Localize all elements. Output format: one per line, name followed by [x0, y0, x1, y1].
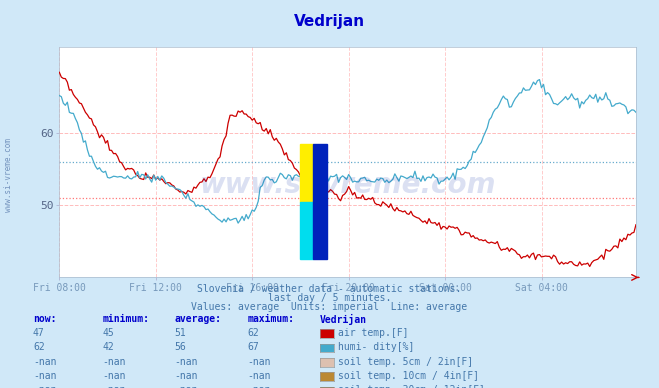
Text: 47: 47 [33, 328, 45, 338]
Text: Values: average  Units: imperial  Line: average: Values: average Units: imperial Line: av… [191, 302, 468, 312]
Text: Slovenia / weather data - automatic stations.: Slovenia / weather data - automatic stat… [197, 284, 462, 294]
Text: -nan: -nan [102, 385, 126, 388]
Text: Vedrijan: Vedrijan [294, 14, 365, 29]
Text: 62: 62 [33, 342, 45, 352]
Text: -nan: -nan [247, 371, 271, 381]
Text: now:: now: [33, 314, 57, 324]
Text: 42: 42 [102, 342, 114, 352]
Text: -nan: -nan [102, 357, 126, 367]
Text: soil temp. 10cm / 4in[F]: soil temp. 10cm / 4in[F] [338, 371, 479, 381]
Text: -nan: -nan [247, 385, 271, 388]
Text: 67: 67 [247, 342, 259, 352]
Text: humi- dity[%]: humi- dity[%] [338, 342, 415, 352]
Text: -nan: -nan [33, 371, 57, 381]
Text: -nan: -nan [175, 385, 198, 388]
Text: -nan: -nan [247, 357, 271, 367]
Text: -nan: -nan [175, 357, 198, 367]
Text: -nan: -nan [33, 357, 57, 367]
Text: 45: 45 [102, 328, 114, 338]
Text: -nan: -nan [33, 385, 57, 388]
Text: Vedrijan: Vedrijan [320, 314, 366, 324]
Text: 51: 51 [175, 328, 186, 338]
Text: www.si-vreme.com: www.si-vreme.com [4, 138, 13, 211]
Text: 62: 62 [247, 328, 259, 338]
Text: average:: average: [175, 314, 221, 324]
Text: air temp.[F]: air temp.[F] [338, 328, 409, 338]
Text: soil temp. 5cm / 2in[F]: soil temp. 5cm / 2in[F] [338, 357, 473, 367]
Text: -nan: -nan [102, 371, 126, 381]
Text: maximum:: maximum: [247, 314, 294, 324]
Bar [314, 144, 326, 260]
Bar [301, 144, 314, 202]
Bar [301, 202, 314, 260]
Text: www.si-vreme.com: www.si-vreme.com [200, 171, 496, 199]
Text: minimum:: minimum: [102, 314, 149, 324]
Text: soil temp. 30cm / 12in[F]: soil temp. 30cm / 12in[F] [338, 385, 485, 388]
Text: last day / 5 minutes.: last day / 5 minutes. [268, 293, 391, 303]
Text: 56: 56 [175, 342, 186, 352]
Text: -nan: -nan [175, 371, 198, 381]
